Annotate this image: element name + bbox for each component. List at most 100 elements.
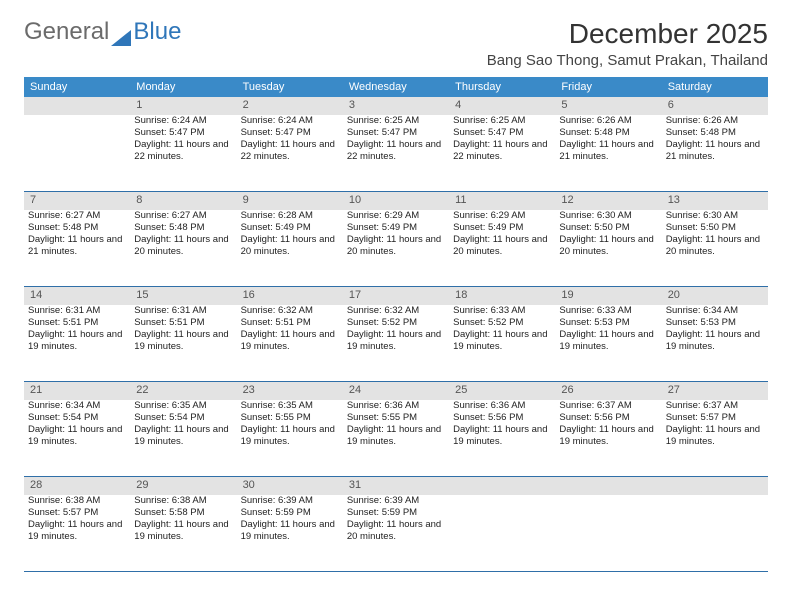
day-cell: Sunrise: 6:29 AMSunset: 5:49 PMDaylight:… [449, 210, 555, 286]
day-number [24, 97, 130, 115]
sunset-text: Sunset: 5:56 PM [559, 412, 657, 424]
sunrise-text: Sunrise: 6:36 AM [453, 400, 551, 412]
sunset-text: Sunset: 5:59 PM [241, 507, 339, 519]
day-cell: Sunrise: 6:28 AMSunset: 5:49 PMDaylight:… [237, 210, 343, 286]
day-number: 3 [343, 97, 449, 115]
day-number: 30 [237, 477, 343, 495]
sunrise-text: Sunrise: 6:24 AM [241, 115, 339, 127]
day-number: 14 [24, 287, 130, 305]
sunrise-text: Sunrise: 6:27 AM [28, 210, 126, 222]
sunrise-text: Sunrise: 6:37 AM [666, 400, 764, 412]
daylight-text: Daylight: 11 hours and 19 minutes. [666, 329, 764, 353]
sunrise-text: Sunrise: 6:39 AM [241, 495, 339, 507]
day-cell: Sunrise: 6:33 AMSunset: 5:52 PMDaylight:… [449, 305, 555, 381]
sunrise-text: Sunrise: 6:26 AM [559, 115, 657, 127]
day-cell: Sunrise: 6:32 AMSunset: 5:51 PMDaylight:… [237, 305, 343, 381]
day-cell: Sunrise: 6:34 AMSunset: 5:53 PMDaylight:… [662, 305, 768, 381]
sunset-text: Sunset: 5:53 PM [559, 317, 657, 329]
day-number: 25 [449, 382, 555, 400]
day-number: 18 [449, 287, 555, 305]
sunrise-text: Sunrise: 6:26 AM [666, 115, 764, 127]
sunrise-text: Sunrise: 6:30 AM [559, 210, 657, 222]
day-number: 27 [662, 382, 768, 400]
day-number [662, 477, 768, 495]
sunset-text: Sunset: 5:47 PM [347, 127, 445, 139]
daylight-text: Daylight: 11 hours and 19 minutes. [559, 329, 657, 353]
sunset-text: Sunset: 5:55 PM [241, 412, 339, 424]
day-cell: Sunrise: 6:26 AMSunset: 5:48 PMDaylight:… [662, 115, 768, 191]
sunset-text: Sunset: 5:54 PM [28, 412, 126, 424]
day-cell: Sunrise: 6:37 AMSunset: 5:57 PMDaylight:… [662, 400, 768, 476]
day-number: 7 [24, 192, 130, 210]
sunrise-text: Sunrise: 6:39 AM [347, 495, 445, 507]
daylight-text: Daylight: 11 hours and 19 minutes. [28, 424, 126, 448]
sunset-text: Sunset: 5:58 PM [134, 507, 232, 519]
logo-text-general: General [24, 18, 109, 46]
day-cell: Sunrise: 6:24 AMSunset: 5:47 PMDaylight:… [130, 115, 236, 191]
sunset-text: Sunset: 5:57 PM [28, 507, 126, 519]
day-number: 9 [237, 192, 343, 210]
sunset-text: Sunset: 5:59 PM [347, 507, 445, 519]
day-number: 10 [343, 192, 449, 210]
daylight-text: Daylight: 11 hours and 22 minutes. [347, 139, 445, 163]
daylight-text: Daylight: 11 hours and 20 minutes. [241, 234, 339, 258]
day-cell: Sunrise: 6:34 AMSunset: 5:54 PMDaylight:… [24, 400, 130, 476]
sunrise-text: Sunrise: 6:32 AM [241, 305, 339, 317]
weekday-header: Saturday [662, 77, 768, 97]
weekday-header: Tuesday [237, 77, 343, 97]
sunrise-text: Sunrise: 6:34 AM [28, 400, 126, 412]
weeks-container: 123456Sunrise: 6:24 AMSunset: 5:47 PMDay… [24, 97, 768, 572]
day-number: 5 [555, 97, 661, 115]
sunset-text: Sunset: 5:51 PM [241, 317, 339, 329]
logo-triangle-icon [111, 30, 131, 46]
daylight-text: Daylight: 11 hours and 22 minutes. [134, 139, 232, 163]
week-row: Sunrise: 6:24 AMSunset: 5:47 PMDaylight:… [24, 115, 768, 192]
daylight-text: Daylight: 11 hours and 19 minutes. [347, 329, 445, 353]
daylight-text: Daylight: 11 hours and 20 minutes. [666, 234, 764, 258]
weekday-header: Sunday [24, 77, 130, 97]
daylight-text: Daylight: 11 hours and 19 minutes. [241, 519, 339, 543]
day-number [449, 477, 555, 495]
sunrise-text: Sunrise: 6:28 AM [241, 210, 339, 222]
sunset-text: Sunset: 5:54 PM [134, 412, 232, 424]
day-cell [662, 495, 768, 571]
sunset-text: Sunset: 5:55 PM [347, 412, 445, 424]
day-number [555, 477, 661, 495]
daylight-text: Daylight: 11 hours and 19 minutes. [28, 519, 126, 543]
daylight-text: Daylight: 11 hours and 20 minutes. [347, 519, 445, 543]
sunset-text: Sunset: 5:49 PM [347, 222, 445, 234]
sunset-text: Sunset: 5:48 PM [28, 222, 126, 234]
day-number: 8 [130, 192, 236, 210]
sunset-text: Sunset: 5:53 PM [666, 317, 764, 329]
day-cell: Sunrise: 6:39 AMSunset: 5:59 PMDaylight:… [237, 495, 343, 571]
day-number: 29 [130, 477, 236, 495]
day-number: 12 [555, 192, 661, 210]
day-number: 21 [24, 382, 130, 400]
daylight-text: Daylight: 11 hours and 19 minutes. [134, 329, 232, 353]
day-number: 2 [237, 97, 343, 115]
sunset-text: Sunset: 5:51 PM [28, 317, 126, 329]
sunrise-text: Sunrise: 6:38 AM [134, 495, 232, 507]
day-cell: Sunrise: 6:32 AMSunset: 5:52 PMDaylight:… [343, 305, 449, 381]
daylight-text: Daylight: 11 hours and 19 minutes. [453, 424, 551, 448]
day-number: 19 [555, 287, 661, 305]
weekday-header: Monday [130, 77, 236, 97]
day-cell: Sunrise: 6:39 AMSunset: 5:59 PMDaylight:… [343, 495, 449, 571]
sunrise-text: Sunrise: 6:32 AM [347, 305, 445, 317]
daylight-text: Daylight: 11 hours and 19 minutes. [347, 424, 445, 448]
sunset-text: Sunset: 5:48 PM [666, 127, 764, 139]
daylight-text: Daylight: 11 hours and 20 minutes. [559, 234, 657, 258]
day-cell: Sunrise: 6:38 AMSunset: 5:57 PMDaylight:… [24, 495, 130, 571]
weekday-header: Thursday [449, 77, 555, 97]
week-row: Sunrise: 6:27 AMSunset: 5:48 PM Daylight:… [24, 210, 768, 287]
day-number: 16 [237, 287, 343, 305]
day-number: 24 [343, 382, 449, 400]
calendar: SundayMondayTuesdayWednesdayThursdayFrid… [24, 77, 768, 572]
day-cell: Sunrise: 6:31 AMSunset: 5:51 PMDaylight:… [130, 305, 236, 381]
sunset-text: Sunset: 5:48 PM [559, 127, 657, 139]
day-number: 1 [130, 97, 236, 115]
day-cell: Sunrise: 6:25 AMSunset: 5:47 PMDaylight:… [449, 115, 555, 191]
daylight-text: Daylight: 11 hours and 22 minutes. [241, 139, 339, 163]
sunset-text: Sunset: 5:47 PM [134, 127, 232, 139]
daylight-text: Daylight: 11 hours and 20 minutes. [134, 234, 232, 258]
